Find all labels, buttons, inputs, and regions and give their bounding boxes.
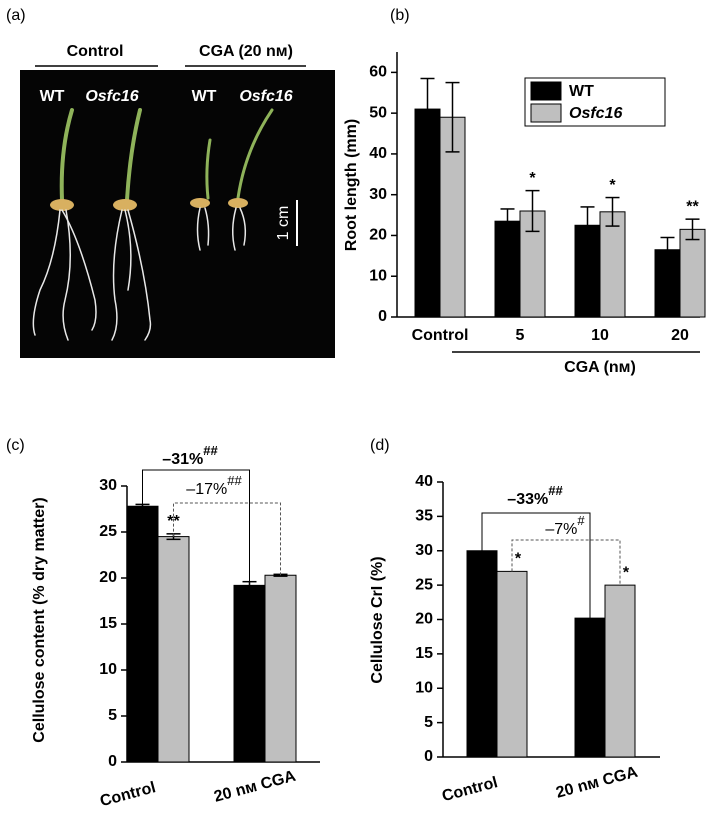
y-tick-label: 5: [108, 707, 117, 724]
x-tick-label: Control: [440, 774, 499, 805]
significance: *: [609, 177, 616, 194]
genotype-label: WT: [40, 88, 65, 105]
significance: *: [515, 551, 522, 568]
error-bar: [580, 206, 595, 245]
bar: [599, 211, 626, 318]
bracket-superscript: ##: [227, 473, 242, 488]
legend-swatch: [530, 81, 562, 101]
x-tick-label: 10: [591, 327, 609, 344]
bracket-superscript: ##: [203, 443, 218, 458]
x-tick-label: Control: [412, 327, 469, 344]
panel-label: (b): [390, 7, 410, 24]
error-bar: [660, 236, 675, 263]
y-tick-label: 15: [99, 615, 117, 632]
error-bar: [445, 81, 460, 153]
significance: *: [529, 170, 536, 187]
y-tick-label: 0: [108, 753, 117, 770]
y-tick-label: 25: [99, 523, 117, 540]
y-tick-label: 20: [369, 227, 387, 244]
bar: [679, 228, 706, 318]
legend-swatch: [530, 103, 562, 123]
bar: [494, 220, 521, 318]
bracket-superscript: ##: [548, 483, 563, 498]
bracket-value: –33%: [507, 491, 548, 508]
x-axis-label: CGA (nм): [564, 359, 636, 376]
bar: [574, 617, 606, 758]
bracket: [142, 469, 250, 586]
bar: [466, 550, 498, 758]
x-tick-label: 20: [671, 327, 689, 344]
x-tick-label: 20 nм CGA: [554, 764, 640, 802]
significance: *: [623, 564, 630, 581]
bracket-label: –7%#: [545, 513, 585, 538]
y-axis-label: Cellulose content (% dry matter): [31, 497, 48, 742]
y-tick-label: 25: [415, 576, 433, 593]
bracket-label: –33%##: [507, 483, 563, 508]
y-tick-label: 0: [378, 308, 387, 325]
y-axis-label: Root length (mm): [343, 119, 360, 251]
y-tick-label: 10: [369, 267, 387, 284]
significance: **: [686, 198, 699, 215]
y-tick-label: 50: [369, 104, 387, 121]
photo: [20, 70, 335, 358]
bar: [414, 108, 441, 318]
group-label: Control: [67, 43, 124, 60]
y-tick-label: 40: [369, 145, 387, 162]
error-bar: [500, 208, 515, 235]
error-bar: [420, 77, 435, 141]
error-bar: [525, 189, 540, 233]
y-tick-label: 30: [415, 542, 433, 559]
scale-label: 1 cm: [275, 206, 292, 241]
y-tick-label: 60: [369, 64, 387, 81]
x-tick-label: Control: [98, 779, 157, 810]
bar: [233, 584, 266, 763]
panel-label: (a): [6, 7, 26, 24]
y-tick-label: 15: [415, 645, 433, 662]
y-tick-label: 30: [369, 186, 387, 203]
group-label: CGA (20 nм): [199, 43, 293, 60]
error-bar: [685, 218, 700, 241]
y-axis-label: Cellulose CrI (%): [369, 556, 386, 683]
bracket-value: –31%: [162, 451, 203, 468]
bracket-label: –17%##: [186, 473, 242, 498]
bracket-superscript: #: [577, 513, 585, 528]
legend-label: Osfc16: [569, 105, 622, 122]
seedlings: [32, 108, 274, 341]
bracket-label: –31%##: [162, 443, 218, 468]
genotype-label: Osfc16: [239, 88, 292, 105]
bracket: [481, 512, 591, 619]
y-tick-label: 0: [424, 748, 433, 765]
y-tick-label: 10: [415, 679, 433, 696]
bracket: [511, 539, 621, 586]
y-tick-label: 20: [99, 569, 117, 586]
genotype-label: WT: [192, 88, 217, 105]
bracket-value: –7%: [545, 521, 577, 538]
bracket-value: –17%: [186, 481, 227, 498]
y-tick-label: 10: [99, 661, 117, 678]
bracket: [173, 502, 281, 576]
genotype-label: Osfc16: [85, 88, 138, 105]
bar: [264, 574, 297, 763]
y-tick-label: 30: [99, 477, 117, 494]
x-tick-label: 20 nм CGA: [212, 768, 298, 806]
y-tick-label: 35: [415, 508, 433, 525]
error-bar: [605, 196, 620, 227]
y-tick-label: 40: [415, 473, 433, 490]
bar: [126, 505, 159, 763]
panel-label: (c): [6, 437, 25, 454]
bar: [496, 570, 528, 758]
bar: [604, 584, 636, 758]
legend-label: WT: [569, 83, 594, 100]
y-tick-label: 20: [415, 611, 433, 628]
bar: [157, 536, 190, 763]
panel-label: (d): [370, 437, 390, 454]
x-tick-label: 5: [516, 327, 525, 344]
y-tick-label: 5: [424, 714, 433, 731]
